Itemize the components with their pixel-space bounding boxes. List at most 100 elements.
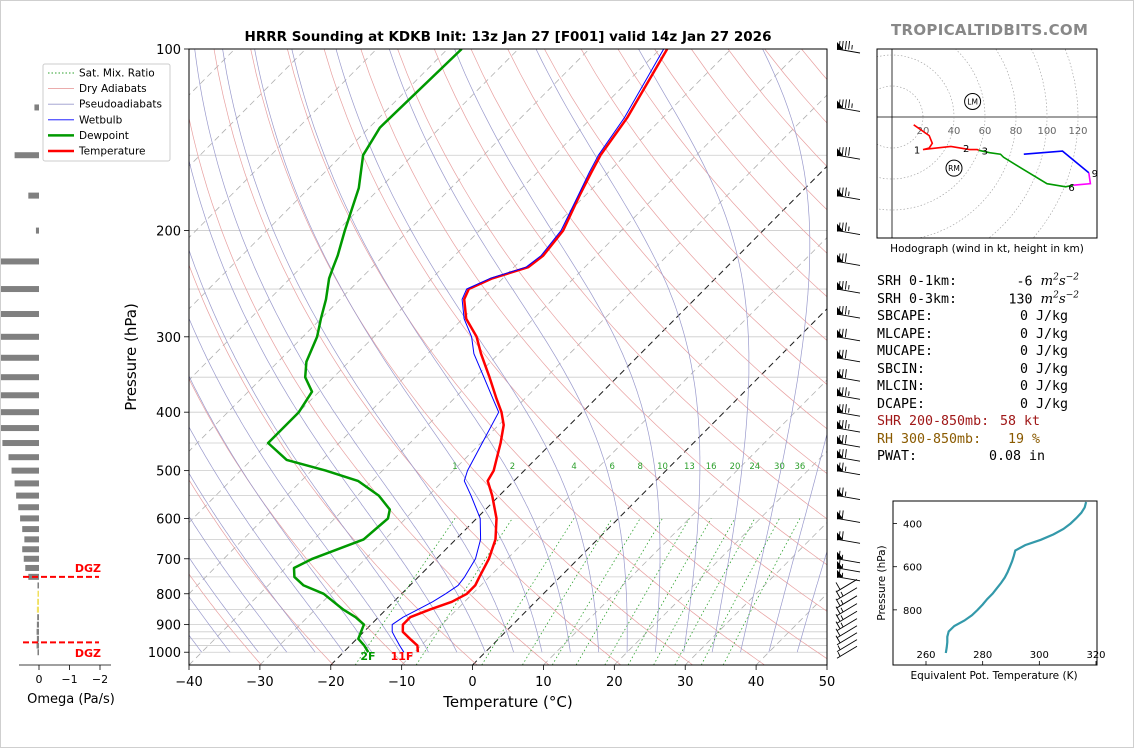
theta-e-x-tick-label: 280 xyxy=(973,650,992,661)
theta-e-x-tick-label: 260 xyxy=(916,650,935,661)
omega-bar xyxy=(15,480,39,486)
y-tick-label: 500 xyxy=(156,465,181,480)
dgz-top-label: DGZ xyxy=(75,562,101,575)
hodograph-height-label: 6 xyxy=(1068,183,1074,194)
y-tick-label: 800 xyxy=(156,588,181,603)
legend-label: Wetbulb xyxy=(79,114,123,126)
wind-barb xyxy=(837,253,860,265)
omega-axis-label: Omega (Pa/s) xyxy=(27,692,115,707)
omega-bar xyxy=(1,286,39,292)
omega-bar xyxy=(28,193,39,199)
wind-barb xyxy=(837,435,860,447)
wind-barb xyxy=(837,551,860,563)
y-tick-label: 200 xyxy=(156,225,181,240)
pseudoadiabat xyxy=(223,49,514,652)
omega-bar xyxy=(1,355,39,361)
stat-label: MLCIN: xyxy=(877,378,925,396)
stat-row: SRH 0-3km: 130 m2s−2 xyxy=(877,291,1087,309)
theta-e-x-label: Equivalent Pot. Temperature (K) xyxy=(910,670,1077,682)
stat-label: SBCIN: xyxy=(877,361,925,379)
brand-logo: TROPICALTIDBITS.COM xyxy=(891,21,1088,39)
stat-number: 130 xyxy=(1009,292,1041,307)
stat-value: 0 J/kg xyxy=(1020,361,1068,379)
pseudoadiabat xyxy=(195,49,486,652)
omega-bar xyxy=(37,629,39,635)
stat-row: SBCAPE:0 J/kg xyxy=(877,308,1087,326)
mixing-ratio-line xyxy=(723,518,800,665)
stat-unit-part: s xyxy=(1059,292,1066,307)
pseudoadiabat xyxy=(170,49,457,652)
mixing-ratio-label: 8 xyxy=(638,462,643,472)
hodograph-ring-label: 100 xyxy=(1037,126,1056,137)
omega-bar xyxy=(16,493,39,499)
hodograph-frame xyxy=(877,49,1097,238)
stat-row: MUCAPE:0 J/kg xyxy=(877,343,1087,361)
hodograph-height-label: 2 xyxy=(963,144,969,155)
wind-barb xyxy=(837,463,860,475)
pseudoadiabat xyxy=(336,49,599,652)
mixing-ratio-label: 6 xyxy=(609,462,614,472)
stat-row: MLCAPE:0 J/kg xyxy=(877,326,1087,344)
stat-label: SRH 0-3km: xyxy=(877,291,957,309)
stat-value: 0 J/kg xyxy=(1020,378,1068,396)
omega-bar xyxy=(1,334,39,340)
wind-barb xyxy=(837,531,860,543)
omega-bar xyxy=(25,565,39,571)
mixing-ratio-line xyxy=(628,518,711,665)
omega-bar xyxy=(1,425,39,431)
wind-barb xyxy=(837,147,860,159)
x-axis-label: Temperature (°C) xyxy=(442,693,572,711)
legend-label: Dry Adiabats xyxy=(79,83,147,95)
x-tick-label: 0 xyxy=(468,675,476,690)
theta-e-y-tick-label: 600 xyxy=(903,563,922,574)
wind-barb xyxy=(837,569,860,581)
dry-adiabat xyxy=(251,49,693,665)
y-tick-label: 100 xyxy=(156,43,181,58)
omega-bar xyxy=(20,515,39,521)
stat-label: SHR 200-850mb: xyxy=(877,413,989,431)
theta-e-y-tick-label: 800 xyxy=(903,606,922,617)
chart-title: HRRR Sounding at KDKB Init: 13z Jan 27 [… xyxy=(245,29,772,45)
mixing-ratio-label: 30 xyxy=(774,462,785,472)
wind-barb xyxy=(837,640,857,652)
dgz-bottom-label: DGZ xyxy=(75,647,101,660)
omega-bar xyxy=(37,614,39,620)
stat-unit-part: m xyxy=(1041,292,1054,307)
wind-barb xyxy=(837,420,860,432)
legend-label: Dewpoint xyxy=(79,130,129,142)
pseudoadiabat xyxy=(769,49,887,652)
theta-e-profile xyxy=(946,502,1086,653)
legend-label: Temperature xyxy=(78,146,146,158)
omega-panel: 0−1−2 Omega (Pa/s) DGZ DGZ xyxy=(1,104,115,707)
omega-bar xyxy=(2,440,39,446)
omega-bar xyxy=(22,546,39,552)
stat-label: PWAT: xyxy=(877,448,917,466)
surface-dewpoint-label: 2F xyxy=(360,650,375,663)
stat-row: MLCIN: 0 J/kg xyxy=(877,378,1087,396)
omega-bar xyxy=(37,636,39,642)
wind-barb xyxy=(837,281,860,293)
omega-bar xyxy=(37,649,39,655)
omega-bar xyxy=(24,556,39,562)
omega-tick-label: −2 xyxy=(92,673,108,686)
mixing-ratio-line xyxy=(576,518,662,665)
stat-value: 58 kt xyxy=(1000,413,1040,431)
stat-label: MLCAPE: xyxy=(877,326,933,344)
stat-value: 0.08 in xyxy=(989,448,1045,466)
stat-value: 19 % xyxy=(1008,431,1040,449)
wind-barb xyxy=(837,387,860,399)
legend-label: Sat. Mix. Ratio xyxy=(79,68,155,80)
omega-bar xyxy=(37,582,39,588)
isotherm-line xyxy=(118,49,731,665)
stat-label: SRH 0-1km: xyxy=(877,273,957,291)
theta-e-y-label: Pressure (hPa) xyxy=(876,545,888,620)
mixing-ratio-label: 24 xyxy=(749,462,760,472)
mixing-ratio-label: 4 xyxy=(571,462,576,472)
hodograph-ring-label: 80 xyxy=(1010,126,1023,137)
stat-unit: m2s−2 xyxy=(1041,292,1079,307)
